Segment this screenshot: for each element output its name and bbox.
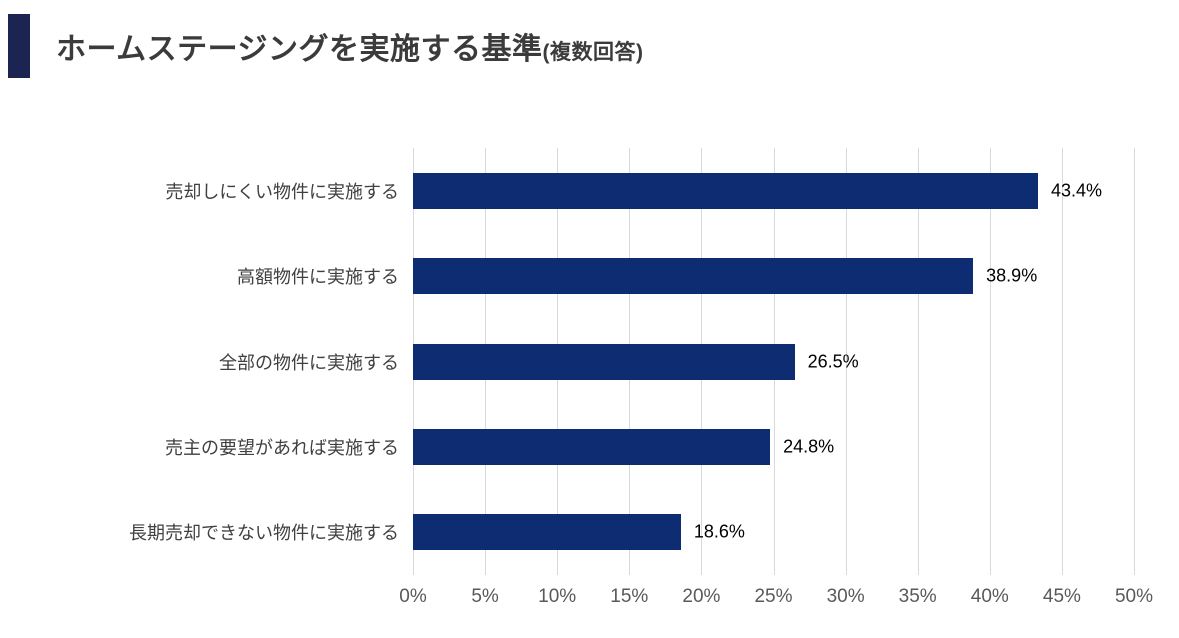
category-label: 全部の物件に実施する [219, 352, 399, 373]
gridline [1134, 148, 1135, 575]
bar-track: 43.4% [413, 172, 1133, 209]
x-axis-tick: 50% [1114, 586, 1154, 607]
x-axis-tick: 10% [538, 586, 577, 607]
bar-track: 26.5% [413, 343, 1133, 380]
bar [413, 428, 771, 465]
x-axis-tick: 45% [1042, 586, 1081, 607]
value-label: 38.9% [986, 265, 1038, 286]
x-axis-tick: 20% [682, 586, 721, 607]
bar-track: 18.6% [413, 514, 1133, 551]
x-axis-tick: 35% [898, 586, 937, 607]
bar-row: 売主の要望があれば実施する 24.8% [0, 404, 1179, 489]
value-label: 26.5% [807, 351, 859, 372]
gridline [1061, 148, 1063, 575]
value-label: 24.8% [783, 436, 835, 457]
x-axis-tick: 25% [754, 586, 793, 607]
x-axis-tick: 40% [970, 586, 1009, 607]
gridline [845, 148, 847, 575]
gridline [917, 148, 919, 575]
gridline [989, 148, 991, 575]
bar [413, 258, 974, 295]
bar-rows: 売却しにくい物件に実施する 43.4% 高額物件に実施する 38.9% 全部の物… [0, 148, 1179, 575]
bar-chart: 売却しにくい物件に実施する 43.4% 高額物件に実施する 38.9% 全部の物… [0, 148, 1179, 575]
bar [413, 172, 1038, 209]
page-title: ホームステージングを実施する基準(複数回答) [56, 24, 644, 68]
x-axis-tick: 15% [610, 586, 649, 607]
category-label: 長期売却できない物件に実施する [129, 523, 399, 544]
category-label: 売却しにくい物件に実施する [165, 181, 399, 202]
title-accent-bar [8, 14, 30, 78]
bar-row: 全部の物件に実施する 26.5% [0, 319, 1179, 404]
value-label: 43.4% [1050, 180, 1102, 201]
x-axis-tick: 0% [399, 586, 427, 607]
x-axis-tick: 5% [471, 586, 499, 607]
page-title-text: ホームステージングを実施する基準 [56, 33, 543, 66]
x-axis-tick: 30% [826, 586, 865, 607]
value-label: 18.6% [693, 521, 745, 542]
bar-track: 38.9% [413, 258, 1133, 295]
chart-header: ホームステージングを実施する基準(複数回答) [0, 0, 1179, 95]
category-label: 売主の要望があれば実施する [165, 437, 399, 458]
bar-track: 24.8% [413, 428, 1133, 465]
category-label: 高額物件に実施する [237, 267, 399, 288]
bar-row: 売却しにくい物件に実施する 43.4% [0, 148, 1179, 233]
page-title-suffix: (複数回答) [542, 41, 644, 64]
x-axis: 0% 5% 10% 15% 20% 25% 30% 35% 40% 45% 50% [399, 586, 1153, 616]
bar [413, 343, 795, 380]
bar-row: 高額物件に実施する 38.9% [0, 233, 1179, 318]
bar-row: 長期売却できない物件に実施する 18.6% [0, 490, 1179, 575]
bar [413, 514, 681, 551]
